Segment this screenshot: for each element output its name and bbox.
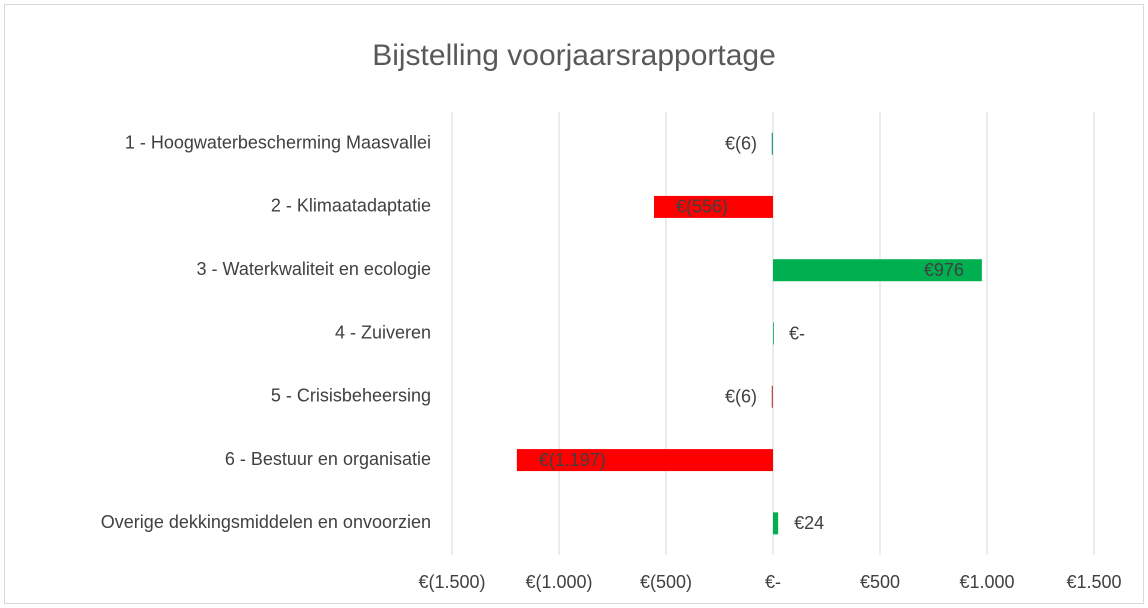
- y-tick-label: Overige dekkingsmiddelen en onvoorzien: [101, 512, 431, 532]
- bar: [516, 449, 773, 472]
- x-tick-label: €500: [860, 572, 900, 592]
- y-tick-label: 2 - Klimaatadaptatie: [271, 196, 431, 216]
- data-label: €(556): [676, 197, 728, 217]
- x-tick-label: €(1.000): [525, 572, 592, 592]
- bar: [771, 132, 773, 155]
- data-label: €(6): [725, 387, 757, 407]
- data-label: €(1.197): [539, 450, 606, 470]
- bar: [773, 512, 779, 535]
- x-tick-label: €(1.500): [418, 572, 485, 592]
- x-tick-label: €1.000: [959, 572, 1014, 592]
- x-tick-label: €(500): [640, 572, 692, 592]
- chart-title: Bijstelling voorjaarsrapportage: [372, 39, 776, 72]
- y-tick-label: 1 - Hoogwaterbescherming Maasvallei: [125, 132, 431, 152]
- data-label: €976: [924, 260, 964, 280]
- bar: [771, 385, 773, 408]
- bar: [773, 259, 982, 282]
- data-label: €(6): [725, 133, 757, 153]
- y-tick-label: 6 - Bestuur en organisatie: [225, 449, 431, 469]
- bar: [773, 322, 774, 345]
- data-label: €-: [789, 323, 805, 343]
- data-label: €24: [794, 513, 824, 533]
- x-tick-label: €1.500: [1066, 572, 1121, 592]
- x-tick-label: €-: [765, 572, 781, 592]
- y-tick-label: 3 - Waterkwaliteit en ecologie: [197, 259, 431, 279]
- y-tick-label: 5 - Crisisbeheersing: [271, 386, 431, 406]
- y-tick-label: 4 - Zuiveren: [335, 322, 431, 342]
- bar: [654, 195, 773, 218]
- chart-border: [4, 4, 1144, 604]
